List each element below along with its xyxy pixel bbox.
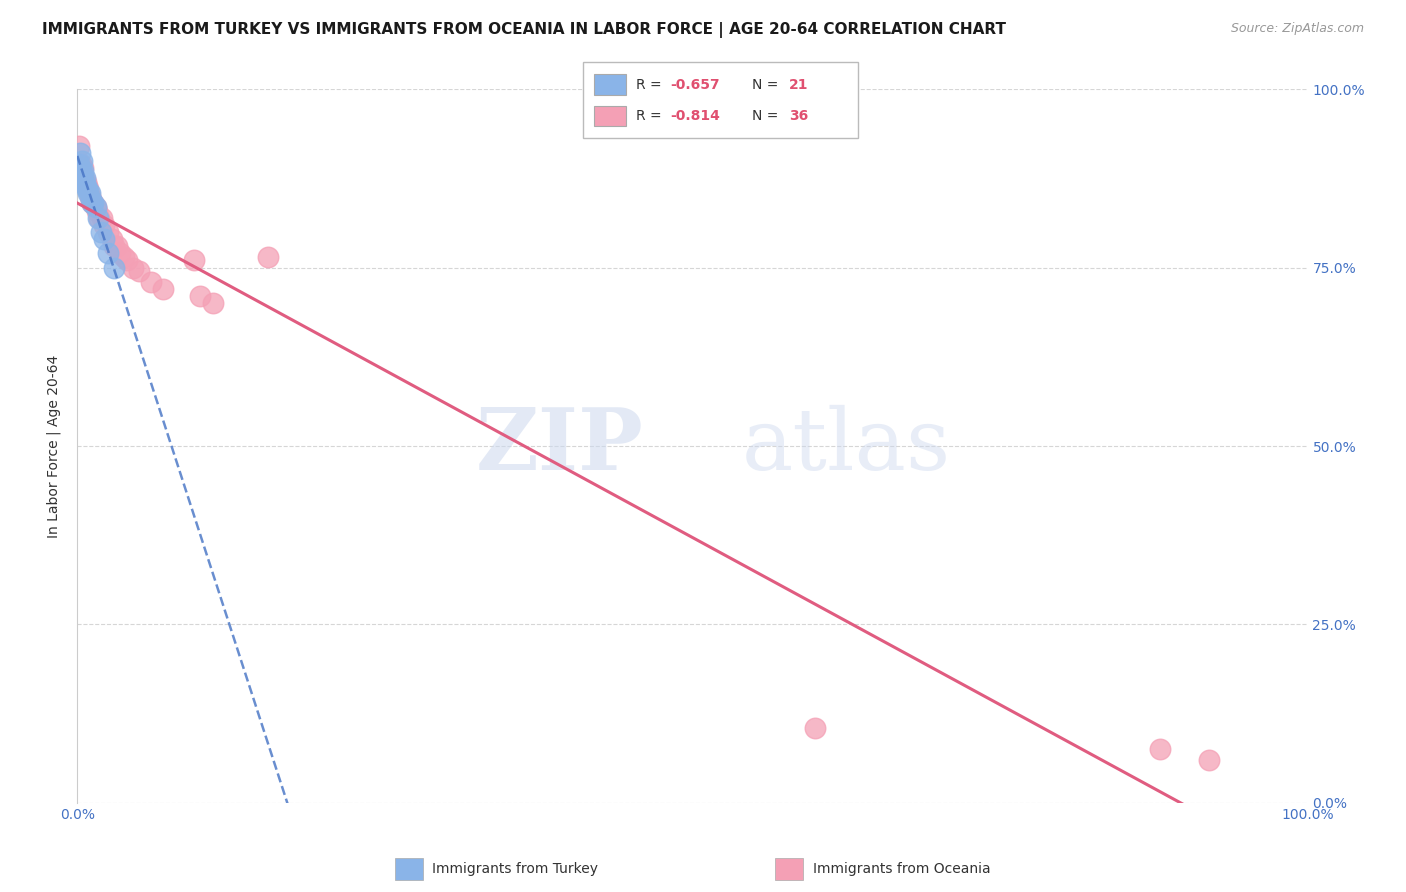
Point <box>89 211 111 225</box>
Point <box>105 239 128 253</box>
Point <box>70 164 93 178</box>
Point <box>72 164 94 178</box>
Point <box>190 289 212 303</box>
Point <box>93 218 115 232</box>
Point <box>112 250 135 264</box>
Point <box>115 253 138 268</box>
Point <box>76 178 98 193</box>
Point <box>1149 742 1171 756</box>
Point <box>67 157 90 171</box>
Point <box>73 175 96 189</box>
Point <box>87 211 110 225</box>
Point <box>257 250 280 264</box>
Bar <box>595 106 626 127</box>
Text: IMMIGRANTS FROM TURKEY VS IMMIGRANTS FROM OCEANIA IN LABOR FORCE | AGE 20-64 COR: IMMIGRANTS FROM TURKEY VS IMMIGRANTS FRO… <box>42 22 1007 38</box>
Point <box>84 200 107 214</box>
Point <box>110 246 132 260</box>
Point <box>103 260 125 275</box>
Point <box>72 171 94 186</box>
Point <box>77 182 100 196</box>
Text: atlas: atlas <box>742 404 950 488</box>
Point <box>82 196 104 211</box>
Point <box>128 264 150 278</box>
Point <box>84 200 107 214</box>
Point <box>76 182 98 196</box>
Point <box>70 153 93 168</box>
Point <box>72 161 94 175</box>
Point <box>70 157 93 171</box>
Point <box>86 203 108 218</box>
Text: Source: ZipAtlas.com: Source: ZipAtlas.com <box>1230 22 1364 36</box>
Point <box>90 225 112 239</box>
Point <box>804 721 827 735</box>
Point <box>97 225 120 239</box>
Text: R =: R = <box>637 78 666 92</box>
Text: ZIP: ZIP <box>475 404 644 488</box>
Point <box>121 260 143 275</box>
Point <box>79 189 101 203</box>
Point <box>82 196 104 211</box>
Point <box>183 253 205 268</box>
Text: N =: N = <box>752 78 783 92</box>
Text: -0.657: -0.657 <box>671 78 720 92</box>
Point <box>82 196 104 211</box>
Point <box>75 178 97 193</box>
Text: 36: 36 <box>789 109 808 123</box>
Point <box>79 186 101 200</box>
Bar <box>595 74 626 95</box>
Point <box>101 232 124 246</box>
Point <box>69 157 91 171</box>
Point <box>93 232 115 246</box>
Text: R =: R = <box>637 109 666 123</box>
Point <box>152 282 174 296</box>
Point <box>75 175 97 189</box>
Point <box>141 275 163 289</box>
Point <box>97 246 120 260</box>
Point <box>1198 753 1220 767</box>
Point <box>72 168 94 182</box>
Point <box>80 193 103 207</box>
Y-axis label: In Labor Force | Age 20-64: In Labor Force | Age 20-64 <box>46 354 62 538</box>
Text: Immigrants from Oceania: Immigrants from Oceania <box>813 862 990 876</box>
Point <box>70 164 93 178</box>
Text: N =: N = <box>752 109 783 123</box>
Point <box>90 211 114 225</box>
Point <box>82 196 104 211</box>
Point <box>70 171 93 186</box>
Point <box>103 239 125 253</box>
Point <box>69 146 91 161</box>
Text: -0.814: -0.814 <box>671 109 720 123</box>
Point <box>80 193 103 207</box>
Text: Immigrants from Turkey: Immigrants from Turkey <box>432 862 598 876</box>
Text: 21: 21 <box>789 78 808 92</box>
Point <box>201 296 224 310</box>
Point <box>73 171 96 186</box>
Point <box>67 139 90 153</box>
Point <box>77 186 100 200</box>
